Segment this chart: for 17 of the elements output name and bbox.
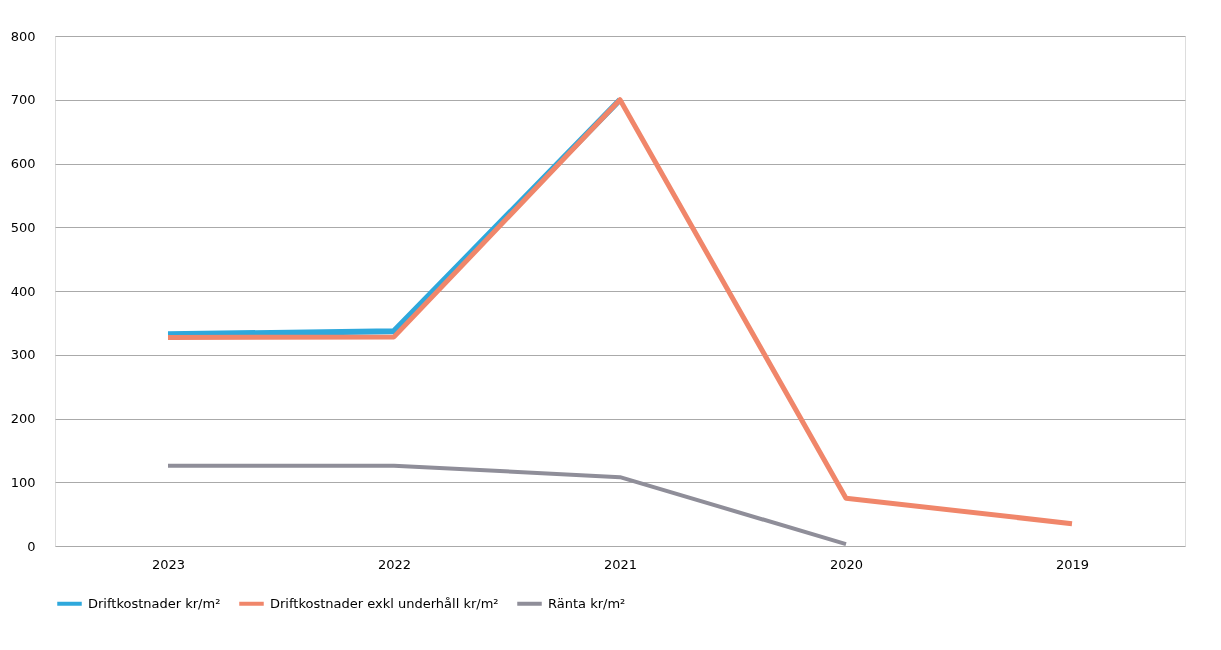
y-tick-label: 0 bbox=[27, 538, 36, 554]
y-tick-label: 200 bbox=[10, 411, 36, 426]
y-tick-label: 500 bbox=[10, 219, 36, 235]
legend-label: Ränta kr/m² bbox=[548, 595, 626, 611]
y-tick-label: 300 bbox=[10, 347, 36, 363]
legend-label: Driftkostnader exkl underhåll kr/m² bbox=[270, 595, 499, 611]
x-tick-label: 2020 bbox=[829, 556, 864, 572]
y-tick-label: 700 bbox=[10, 92, 36, 108]
y-tick-label: 800 bbox=[10, 28, 36, 44]
y-tick-label: 600 bbox=[10, 156, 36, 171]
y-tick-label: 400 bbox=[10, 283, 36, 299]
x-tick-label: 2019 bbox=[1055, 556, 1090, 572]
x-tick-label: 2021 bbox=[603, 556, 638, 572]
x-tick-label: 2022 bbox=[377, 556, 412, 572]
x-tick-label: 2023 bbox=[151, 556, 186, 572]
y-tick-label: 100 bbox=[10, 474, 36, 490]
legend-label: Driftkostnader kr/m² bbox=[88, 595, 221, 611]
